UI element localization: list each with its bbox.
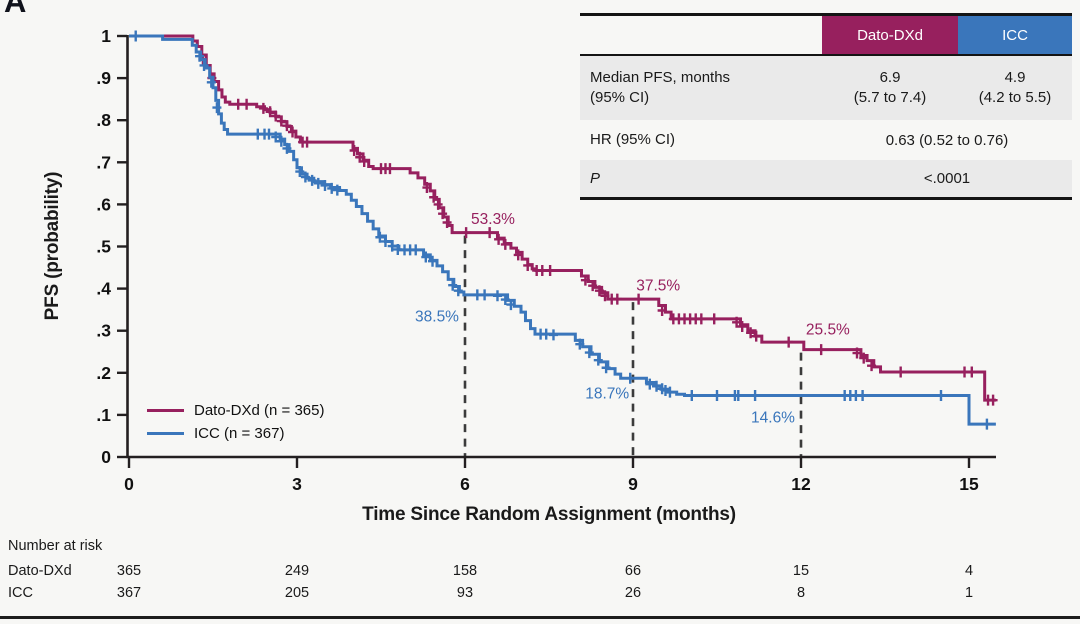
median-pfs-icc-estimate: 4.9 <box>1004 69 1026 86</box>
risk-value: 1 <box>964 585 974 601</box>
y-tick-label: .5 <box>96 237 111 257</box>
annotation-146: 14.6% <box>751 410 795 427</box>
legend-item-icc: ICC (n = 367) <box>147 422 324 445</box>
x-tick-label: 12 <box>791 474 811 494</box>
risk-value: 205 <box>284 585 310 601</box>
table-header-blank-cell <box>580 16 822 54</box>
legend: Dato-DXd (n = 365) ICC (n = 367) <box>147 399 324 445</box>
risk-value: 66 <box>624 563 642 579</box>
summary-table: Dato-DXd ICC Median PFS, months (95% CI)… <box>580 13 1072 200</box>
p-value-row: P <.0001 <box>580 160 1072 197</box>
table-header-separator <box>580 54 1072 56</box>
p-value-label: P <box>590 169 601 187</box>
median-pfs-label: Median PFS, months (95% CI) <box>580 56 822 120</box>
table-header-row: Dato-DXd ICC <box>580 16 1072 54</box>
annotation-375: 37.5% <box>636 277 680 294</box>
hazard-ratio-row: HR (95% CI) 0.63 (0.52 to 0.76) <box>580 120 1072 160</box>
risk-value: 26 <box>624 585 642 601</box>
risk-value: 158 <box>452 563 478 579</box>
y-tick-label: .1 <box>96 405 111 425</box>
x-axis-title: Time Since Random Assignment (months) <box>362 504 736 525</box>
y-tick-label: .6 <box>96 194 111 214</box>
annotation-533: 53.3% <box>471 211 515 228</box>
median-pfs-dato-estimate: 6.9 <box>879 69 901 86</box>
legend-label-icc: ICC (n = 367) <box>194 425 285 442</box>
y-tick-label: .3 <box>96 321 111 341</box>
dato-dxd-line-swatch <box>147 409 184 412</box>
table-header-icc: ICC <box>958 16 1072 54</box>
y-tick-label: 0 <box>101 447 111 467</box>
icc-censor-marks <box>131 30 992 430</box>
risk-value: 15 <box>792 563 810 579</box>
hazard-ratio-label: HR (95% CI) <box>590 131 676 148</box>
median-pfs-dato-ci: (5.7 to 7.4) <box>853 89 927 106</box>
median-pfs-label-line1: Median PFS, months <box>590 69 731 86</box>
median-pfs-icc-ci: (4.2 to 5.5) <box>978 89 1052 106</box>
median-pfs-icc-value: 4.9 (4.2 to 5.5) <box>958 56 1072 120</box>
table-top-border <box>580 13 1072 16</box>
x-tick-label: 3 <box>292 474 302 494</box>
risk-value: 93 <box>456 585 474 601</box>
hazard-ratio-value: 0.63 (0.52 to 0.76) <box>885 131 1009 149</box>
annotation-255: 25.5% <box>806 322 850 339</box>
x-tick-label: 6 <box>460 474 470 494</box>
risk-value: 367 <box>116 585 142 601</box>
risk-value: 365 <box>116 563 142 579</box>
kaplan-meier-plot: 0 3 6 9 12 15 0 .1 .2 .3 .4 .5 .6 .7 .8 .9 1 53.3% 38.5% 37… <box>96 26 998 494</box>
legend-item-dato-dxd: Dato-DXd (n = 365) <box>147 399 324 422</box>
risk-value: 8 <box>796 585 806 601</box>
risk-row-label-dato-dxd: Dato-DXd <box>8 563 72 579</box>
table-bottom-border <box>580 197 1072 200</box>
risk-value: 249 <box>284 563 310 579</box>
median-pfs-row: Median PFS, months (95% CI) 6.9 (5.7 to … <box>580 56 1072 120</box>
x-tick-label: 15 <box>959 474 979 494</box>
table-header-dato-dxd: Dato-DXd <box>822 16 958 54</box>
p-value: <.0001 <box>923 170 971 187</box>
y-tick-label: .4 <box>96 279 111 299</box>
panel-label: A <box>4 0 27 19</box>
y-tick-label: .8 <box>96 110 111 130</box>
annotation-187: 18.7% <box>585 386 629 403</box>
x-tick-label: 0 <box>124 474 134 494</box>
y-tick-label: .2 <box>96 363 111 383</box>
figure-bottom-border <box>0 616 1080 619</box>
y-tick-label: .7 <box>96 152 111 172</box>
risk-row-label-icc: ICC <box>8 585 33 601</box>
y-axis-title: PFS (probability) <box>42 171 63 321</box>
annotation-385: 38.5% <box>415 308 459 325</box>
x-tick-label: 9 <box>628 474 638 494</box>
y-tick-label: 1 <box>101 26 111 46</box>
median-pfs-dato-value: 6.9 (5.7 to 7.4) <box>822 56 958 120</box>
number-at-risk-title: Number at risk <box>8 538 103 554</box>
icc-line-swatch <box>147 432 184 435</box>
legend-label-dato-dxd: Dato-DXd (n = 365) <box>194 402 325 419</box>
risk-value: 4 <box>964 563 974 579</box>
median-pfs-label-line2: (95% CI) <box>590 89 650 106</box>
y-tick-label: .9 <box>96 68 111 88</box>
